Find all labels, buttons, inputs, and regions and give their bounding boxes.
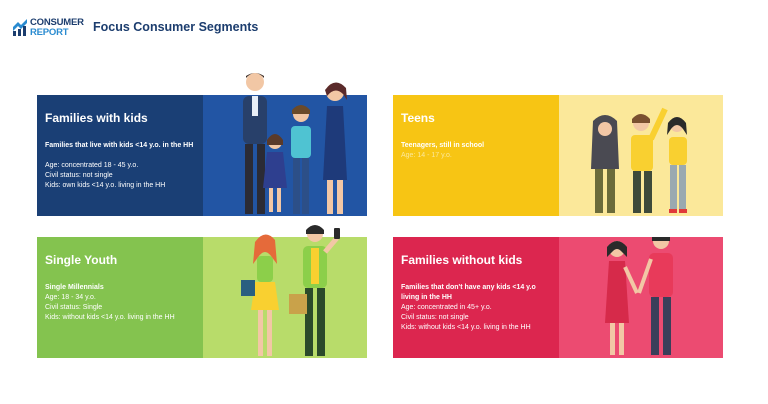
- segment-card-families-with-kids: Families with kids Families that live wi…: [37, 73, 367, 216]
- teens-text-panel: Teens Teenagers, still in school Age: 14…: [393, 95, 559, 216]
- segment-card-families-without-kids: Families without kids Families that don'…: [393, 237, 723, 358]
- segment-kids: Kids: without kids <14 y.o. living in th…: [45, 314, 175, 321]
- segment-subtitle: Families that don't have any kids <14 y.…: [401, 284, 536, 301]
- segment-title: Single Youth: [45, 253, 118, 267]
- segment-title: Families without kids: [401, 253, 523, 267]
- teens-art-panel: [559, 95, 723, 216]
- logo-text-line2: REPORT: [30, 27, 69, 38]
- segment-age: Age: concentrated in 45+ y.o.: [401, 304, 492, 311]
- adult-couple-icon: [605, 237, 673, 355]
- segment-kids: Kids: own kids <14 y.o. living in the HH: [45, 182, 166, 189]
- logo-icon: [13, 19, 27, 36]
- segment-civil-status: Civil status: not single: [45, 172, 113, 179]
- segment-age: Age: concentrated 18 - 45 y.o.: [45, 162, 139, 169]
- segment-title: Families with kids: [45, 111, 148, 125]
- families-without-kids-art-panel: [559, 237, 723, 358]
- segment-subtitle: Single Millennials: [45, 284, 104, 291]
- segment-kids: Kids: without kids <14 y.o. living in th…: [401, 324, 531, 331]
- segment-card-teens: Teens Teenagers, still in school Age: 14…: [393, 95, 723, 216]
- families-with-kids-art-panel: [203, 73, 367, 216]
- consumer-report-logo: CONSUMER REPORT: [12, 17, 84, 41]
- families-without-kids-text-panel: Families without kids Families that don'…: [393, 237, 559, 358]
- single-youth-text-panel: Single Youth Single Millennials Age: 18 …: [37, 237, 203, 358]
- segment-subtitle: Teenagers, still in school: [401, 142, 485, 149]
- segment-title: Teens: [401, 111, 435, 125]
- segment-age: Age: 18 - 34 y.o.: [45, 294, 96, 301]
- segment-civil-status: Civil status: Single: [45, 304, 103, 311]
- logo-text-line1: CONSUMER: [30, 17, 84, 28]
- page-title: Focus Consumer Segments: [93, 20, 259, 34]
- single-youth-art-panel: [203, 225, 367, 358]
- segment-civil-status: Civil status: not single: [401, 314, 469, 321]
- families-with-kids-text-panel: Families with kids Families that live wi…: [37, 95, 203, 216]
- segment-subtitle: Families that live with kids <14 y.o. in…: [45, 142, 194, 149]
- segment-card-single-youth: Single Youth Single Millennials Age: 18 …: [37, 225, 367, 358]
- family-with-children-icon: [243, 73, 347, 214]
- teenagers-group-icon: [591, 107, 687, 213]
- young-couple-icon: [241, 225, 340, 356]
- segment-age: Age: 14 - 17 y.o.: [401, 152, 452, 159]
